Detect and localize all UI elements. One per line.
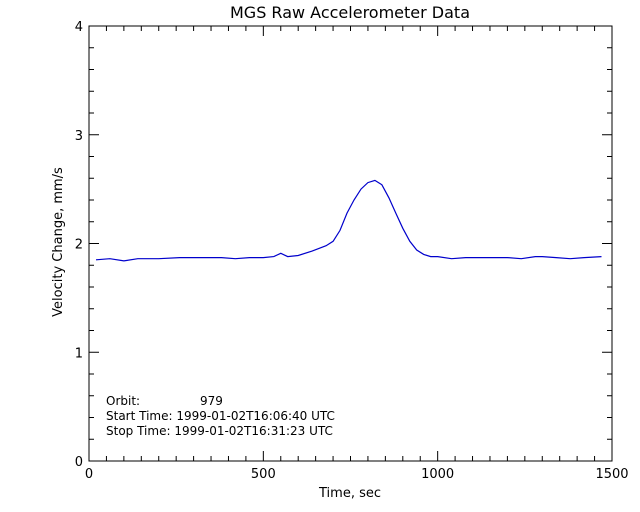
y-tick-label: 2 [75, 238, 83, 253]
orbit-label: Orbit: [106, 394, 140, 408]
plot-area-border [88, 25, 613, 462]
orbit-value: 979 [200, 394, 223, 408]
chart-title: MGS Raw Accelerometer Data [230, 3, 470, 22]
x-tick-label: 1000 [421, 467, 454, 482]
y-tick-label: 3 [75, 129, 83, 144]
y-axis-label: Velocity Change, mm/s [51, 167, 66, 317]
y-axis-ticks [89, 25, 612, 462]
y-tick-label: 0 [75, 455, 83, 470]
plot-frame [88, 25, 613, 462]
orbit-annotation: Orbit: 979 Start Time: 1999-01-02T16:06:… [106, 394, 335, 438]
series-layer [95, 179, 602, 262]
start-time-text: Start Time: 1999-01-02T16:06:40 UTC [106, 409, 335, 423]
x-axis-tick-labels: 0 500 1000 1500 [85, 467, 629, 482]
x-axis-label: Time, sec [318, 486, 381, 501]
x-tick-label: 500 [251, 467, 276, 482]
y-axis-tick-labels: 0 1 2 3 4 [75, 20, 83, 470]
stop-time-text: Stop Time: 1999-01-02T16:31:23 UTC [106, 424, 333, 438]
x-axis-ticks [88, 26, 613, 461]
x-tick-label: 1500 [595, 467, 628, 482]
x-tick-label: 0 [85, 467, 93, 482]
y-tick-label: 4 [75, 20, 83, 35]
velocity-series-line [95, 179, 602, 262]
y-tick-label: 1 [75, 346, 83, 361]
